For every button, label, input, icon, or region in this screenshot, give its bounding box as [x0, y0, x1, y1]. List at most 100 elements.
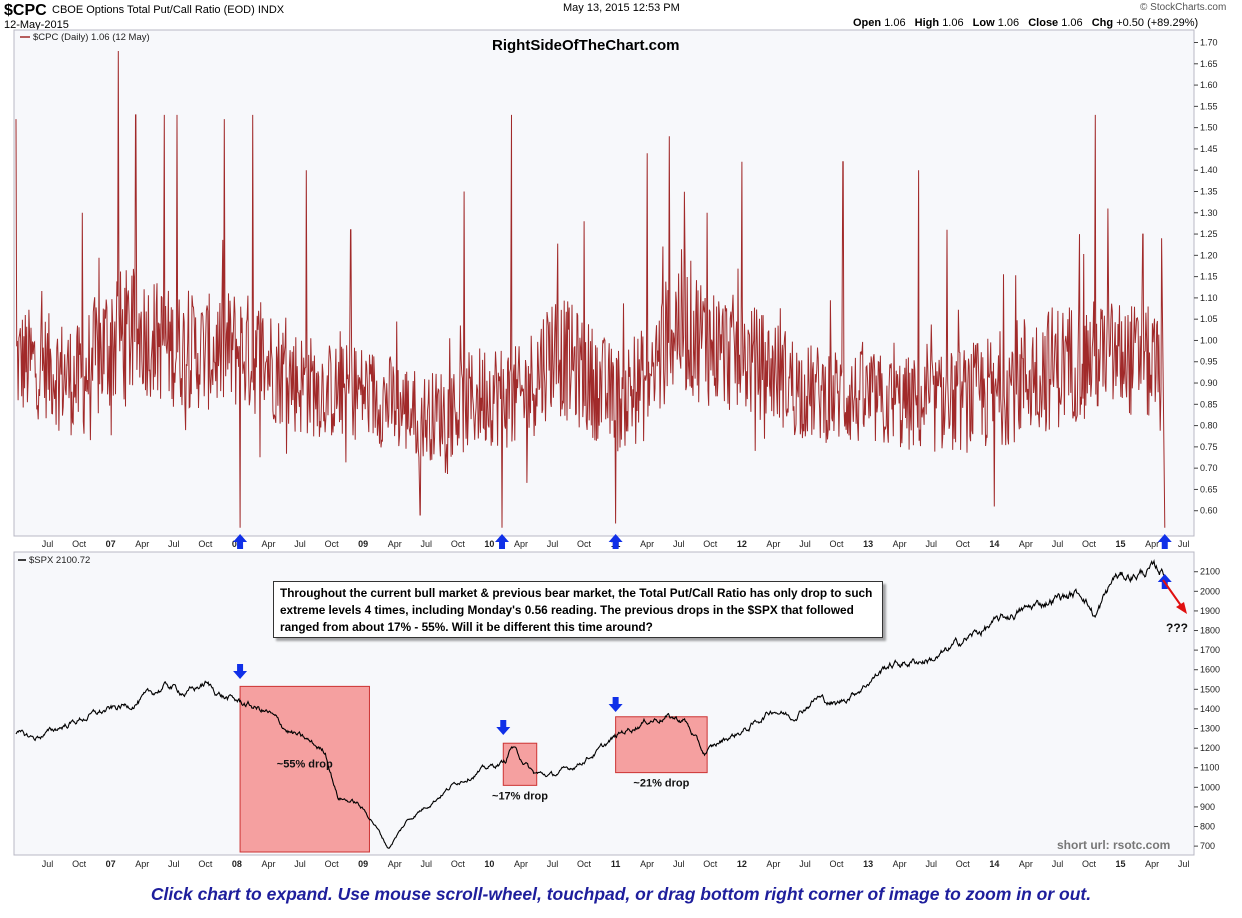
x-tick-label: Oct [198, 539, 213, 549]
chart-area[interactable]: ~55% drop ~17% drop ~21% drop 0.60 0.65 0.70… [0, 0, 1242, 880]
x-tick-label: 15 [1116, 859, 1126, 869]
x-tick-label: Oct [830, 539, 845, 549]
x-tick-label: Jul [673, 539, 685, 549]
x-tick-label: Jul [294, 539, 306, 549]
x-tick-label: 10 [484, 539, 494, 549]
cpc-series-line [15, 50, 1166, 528]
x-tick-label: Apr [766, 539, 780, 549]
x-tick-label: Apr [261, 859, 275, 869]
x-tick-label: Apr [388, 539, 402, 549]
x-tick-label: Jul [42, 539, 54, 549]
cpc-panel [13, 29, 1195, 537]
up-arrow-marker [1157, 534, 1172, 549]
x-tick-label: Jul [1178, 539, 1190, 549]
cpc-y-tick-label: 1.45 [1200, 144, 1218, 154]
cpc-y-tick-label: 1.05 [1200, 314, 1218, 324]
x-tick-label: Oct [72, 539, 87, 549]
x-tick-label: 09 [358, 539, 368, 549]
drop-label: ~21% drop [633, 778, 689, 790]
drop-box [502, 742, 538, 786]
cpc-y-tick-label: 0.65 [1200, 484, 1218, 494]
spx-y-tick-label: 1200 [1200, 743, 1220, 753]
spx-line [15, 558, 1166, 849]
spx-y-tick-label: 1500 [1200, 684, 1220, 694]
cpc-y-tick-label: 1.20 [1200, 250, 1218, 260]
x-tick-label: 08 [232, 539, 242, 549]
drop-boxes: ~55% drop ~17% drop ~21% drop [239, 685, 708, 853]
cpc-y-tick-label: 1.25 [1200, 229, 1218, 239]
spx-y-tick-label: 700 [1200, 841, 1215, 851]
close-label: Close [1028, 17, 1059, 29]
cpc-y-tick-label: 1.50 [1200, 123, 1218, 133]
x-tick-label: Jul [547, 539, 559, 549]
red-arrow [1162, 579, 1187, 614]
cpc-legend-label: $CPC (Daily) 1.06 (12 May) [33, 32, 150, 43]
spx-y-tick-label: 1700 [1200, 645, 1220, 655]
x-tick-label: 12 [737, 859, 747, 869]
drop-box [239, 685, 370, 853]
chart-symbol: $CPC [4, 2, 47, 19]
cpc-legend: $CPC (Daily) 1.06 (12 May) [20, 32, 150, 43]
x-tick-label: Jul [925, 859, 937, 869]
spx-legend: $SPX 2100.72 [18, 555, 90, 566]
x-tick-label: Apr [135, 539, 149, 549]
cpc-y-tick-label: 0.95 [1200, 357, 1218, 367]
open-value: 1.06 [884, 17, 906, 29]
x-tick-label: Apr [514, 539, 528, 549]
x-tick-label: 10 [484, 859, 494, 869]
x-tick-label: Jul [673, 859, 685, 869]
x-tick-label: Apr [1145, 859, 1159, 869]
cpc-y-tick-label: 1.65 [1200, 59, 1218, 69]
x-tick-label: Oct [956, 859, 971, 869]
down-arrow-marker [233, 664, 248, 679]
cpc-y-tick-label: 1.30 [1200, 208, 1218, 218]
down-arrow-marker [496, 720, 511, 735]
x-tick-label: Oct [72, 859, 87, 869]
x-tick-label: Apr [893, 859, 907, 869]
x-tick-label: Apr [1019, 859, 1033, 869]
cpc-y-tick-label: 0.75 [1200, 442, 1218, 452]
x-tick-label: Jul [1052, 859, 1064, 869]
footer-caption: Click chart to expand. Use mouse scroll-… [150, 884, 1092, 904]
spx-y-tick-label: 1000 [1200, 782, 1220, 792]
cpc-x-axis: Jul Oct 07 Apr Jul Oct 08 Apr Jul Oct 09 Apr Jul Oct 1… [42, 539, 1190, 549]
x-tick-label: Jul [799, 539, 811, 549]
x-tick-label: Apr [135, 859, 149, 869]
cpc-y-tick-label: 0.80 [1200, 421, 1218, 431]
cpc-line [15, 50, 1166, 528]
x-tick-label: Apr [766, 859, 780, 869]
spx-series-line [15, 558, 1166, 849]
up-arrow-marker [233, 534, 248, 549]
x-tick-label: 11 [611, 859, 621, 869]
open-label: Open [853, 17, 882, 29]
spx-y-tick-label: 1400 [1200, 704, 1220, 714]
x-tick-label: 13 [863, 859, 873, 869]
spx-y-tick-label: 1100 [1200, 763, 1219, 773]
cpc-y-tick-label: 1.60 [1200, 80, 1218, 90]
spx-y-tick-label: 1300 [1200, 724, 1220, 734]
cpc-y-tick-label: 0.85 [1200, 399, 1218, 409]
annotation-note: Throughout the current bull market & pre… [273, 581, 883, 638]
up-arrow-marker [608, 534, 623, 549]
x-tick-label: Oct [1082, 859, 1097, 869]
down-arrow-marker [608, 697, 623, 712]
chart-description: CBOE Options Total Put/Call Ratio (EOD) … [52, 4, 285, 16]
x-tick-label: Apr [261, 539, 275, 549]
x-tick-label: 14 [989, 539, 999, 549]
x-tick-label: Oct [703, 859, 718, 869]
x-tick-label: Jul [799, 859, 811, 869]
high-value: 1.06 [942, 17, 964, 29]
spx-y-tick-label: 900 [1200, 802, 1215, 812]
question-marks: ??? [1166, 621, 1188, 635]
cpc-y-tick-label: 1.70 [1200, 38, 1218, 48]
x-tick-label: Jul [168, 539, 180, 549]
high-label: High [914, 17, 940, 29]
x-tick-label: Oct [577, 859, 592, 869]
x-tick-label: Jul [547, 859, 559, 869]
low-value: 1.06 [997, 17, 1020, 29]
up-arrow-marker [495, 534, 510, 549]
drop-label: ~55% drop [277, 759, 333, 771]
x-tick-label: 08 [232, 859, 242, 869]
x-tick-label: Jul [294, 859, 306, 869]
x-tick-label: Jul [168, 859, 180, 869]
